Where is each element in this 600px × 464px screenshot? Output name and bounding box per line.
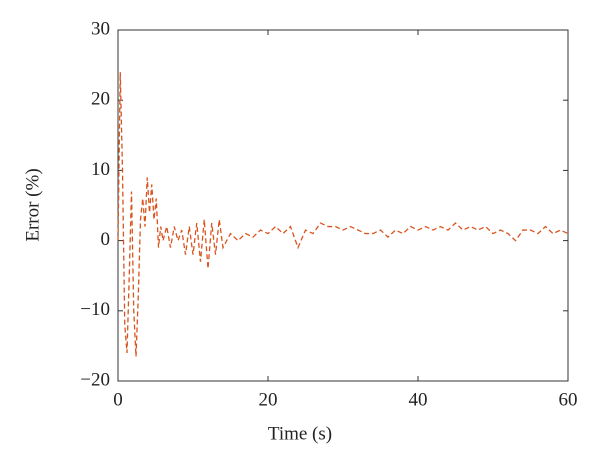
plot-frame: [117, 29, 569, 382]
x-tick-label: 0: [113, 389, 123, 410]
y-tick-label: 20: [91, 89, 110, 110]
y-tick-label: 10: [91, 159, 110, 180]
y-tick-label: −10: [80, 299, 110, 320]
y-tick-label: 30: [91, 18, 110, 39]
x-tick-label: 20: [259, 389, 278, 410]
data-line: [117, 72, 569, 357]
x-tick-label: 60: [559, 389, 578, 410]
y-axis-label: Error (%): [22, 168, 43, 241]
x-tick-label: 40: [409, 389, 428, 410]
y-tick-label: −20: [80, 369, 110, 390]
y-tick-label: 0: [101, 229, 111, 250]
x-axis-label: Time (s): [268, 423, 332, 444]
